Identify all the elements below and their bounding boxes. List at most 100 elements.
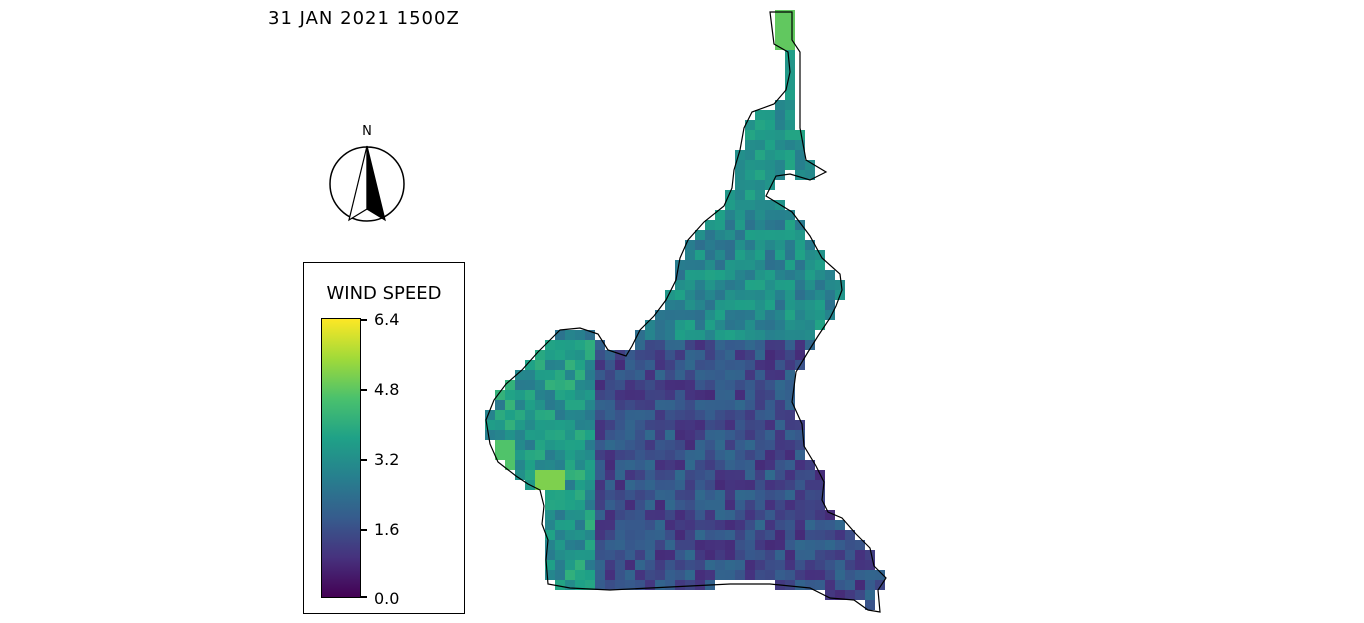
map-grid-cell [715, 360, 725, 370]
map-grid-cell [595, 480, 605, 490]
map-grid-cell [595, 580, 605, 590]
map-grid-cell [745, 530, 755, 540]
map-grid-cell [505, 400, 515, 410]
map-grid-cell [775, 290, 785, 300]
map-grid-cell [535, 350, 545, 360]
map-grid-cell [625, 580, 635, 590]
map-grid-cell [705, 360, 715, 370]
map-grid-cell [645, 410, 655, 420]
map-grid-cell [775, 480, 785, 490]
map-grid-cell [555, 340, 565, 350]
map-grid-cell [765, 530, 775, 540]
map-grid-cell [645, 550, 655, 560]
map-grid-cell [565, 520, 575, 530]
compass-icon [329, 145, 405, 222]
map-grid-cell [725, 200, 735, 210]
map-grid-cell [605, 580, 615, 590]
map-grid-cell [685, 380, 695, 390]
map-grid-cell [855, 560, 865, 570]
map-grid-cell [815, 560, 825, 570]
map-grid-cell [645, 520, 655, 530]
map-grid-cell [775, 250, 785, 260]
map-grid-cell [785, 350, 795, 360]
map-grid-cell [775, 210, 785, 220]
map-grid-cell [615, 530, 625, 540]
map-grid-cell [545, 530, 555, 540]
map-grid-cell [775, 440, 785, 450]
map-grid-cell [575, 530, 585, 540]
map-grid-cell [735, 280, 745, 290]
map-grid-cell [715, 270, 725, 280]
map-grid-cell [555, 440, 565, 450]
map-grid-cell [805, 490, 815, 500]
map-grid-cell [785, 580, 795, 590]
map-grid-cell [655, 470, 665, 480]
map-grid-cell [635, 330, 645, 340]
map-grid-cell [695, 230, 705, 240]
map-grid-cell [775, 140, 785, 150]
map-grid-cell [655, 530, 665, 540]
map-grid-cell [635, 410, 645, 420]
map-grid-cell [595, 470, 605, 480]
map-grid-cell [695, 310, 705, 320]
map-grid-cell [815, 570, 825, 580]
map-grid-cell [785, 440, 795, 450]
map-grid-cell [685, 480, 695, 490]
map-grid-cell [645, 390, 655, 400]
map-grid-cell [565, 400, 575, 410]
map-grid-cell [765, 560, 775, 570]
map-grid-cell [805, 510, 815, 520]
map-grid-cell [515, 380, 525, 390]
map-grid-cell [615, 440, 625, 450]
map-grid-cell [875, 580, 885, 590]
map-grid-cell [725, 490, 735, 500]
map-grid-cell [805, 320, 815, 330]
map-grid-cell [685, 300, 695, 310]
map-grid-cell [735, 240, 745, 250]
map-grid-cell [805, 470, 815, 480]
map-grid-cell [795, 420, 805, 430]
map-grid-cell [605, 370, 615, 380]
map-grid-cell [695, 430, 705, 440]
map-grid-cell [695, 440, 705, 450]
legend: WIND SPEED 6.4 4.8 3.2 1.6 0.0 [303, 262, 465, 614]
map-grid-cell [735, 150, 745, 160]
map-grid-cell [545, 360, 555, 370]
map-grid-cell [725, 340, 735, 350]
map-grid-cell [645, 480, 655, 490]
map-grid-cell [605, 570, 615, 580]
map-grid-cell [785, 570, 795, 580]
map-grid-cell [685, 460, 695, 470]
map-grid-cell [745, 160, 755, 170]
map-grid-cell [755, 470, 765, 480]
map-grid-cell [645, 540, 655, 550]
map-grid-cell [615, 550, 625, 560]
map-grid-cell [545, 420, 555, 430]
map-grid-cell [605, 480, 615, 490]
map-grid-cell [665, 560, 675, 570]
map-grid-cell [705, 560, 715, 570]
map-grid-cell [775, 420, 785, 430]
map-grid-cell [565, 440, 575, 450]
map-grid-cell [575, 460, 585, 470]
map-grid-cell [735, 180, 745, 190]
map-grid-cell [765, 540, 775, 550]
map-grid-cell [705, 490, 715, 500]
map-grid-cell [785, 210, 795, 220]
map-grid-cell [755, 130, 765, 140]
map-grid-cell [785, 490, 795, 500]
map-grid-cell [665, 440, 675, 450]
map-grid-cell [835, 560, 845, 570]
map-grid-cell [735, 210, 745, 220]
map-grid-cell [675, 510, 685, 520]
map-grid-cell [735, 410, 745, 420]
map-grid-cell [555, 510, 565, 520]
map-grid-cell [565, 430, 575, 440]
map-grid-cell [715, 420, 725, 430]
map-grid-cell [735, 290, 745, 300]
map-grid-cell [675, 540, 685, 550]
map-grid-cell [805, 300, 815, 310]
map-grid-cell [715, 370, 725, 380]
map-grid-cell [555, 460, 565, 470]
map-grid-cell [505, 460, 515, 470]
